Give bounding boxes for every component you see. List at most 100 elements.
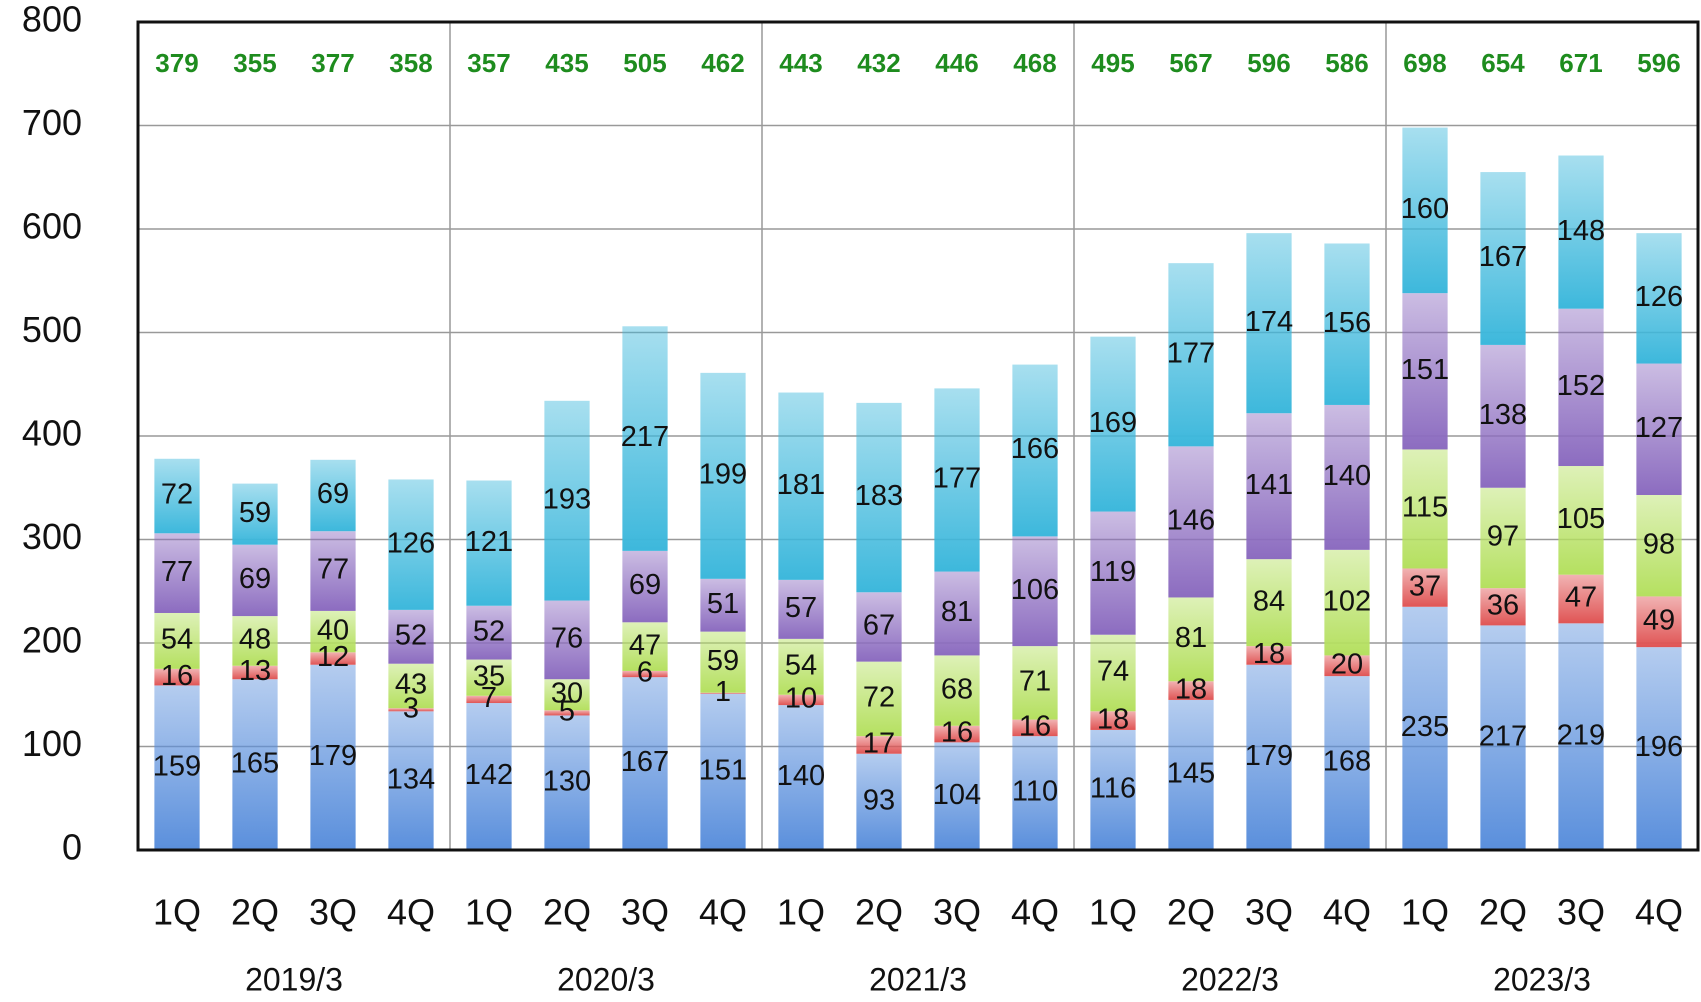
bar-segment — [1636, 494, 1682, 597]
x-tick-label: 3Q — [621, 892, 669, 933]
bar-segment — [232, 679, 278, 850]
data-label: 6 — [637, 657, 653, 689]
bar-segment — [622, 677, 668, 850]
data-label: 121 — [465, 526, 513, 558]
data-label: 52 — [395, 619, 427, 651]
group-label: 2021/3 — [869, 961, 967, 997]
total-label: 443 — [779, 48, 822, 78]
data-label: 43 — [395, 669, 427, 701]
data-label: 235 — [1401, 711, 1449, 743]
bar-segment — [856, 661, 902, 737]
bar-segment — [700, 692, 746, 694]
total-label: 358 — [389, 48, 432, 78]
data-label: 52 — [473, 615, 505, 647]
data-label: 30 — [551, 677, 583, 709]
bar-segment — [1168, 597, 1214, 682]
data-label: 40 — [317, 614, 349, 646]
data-label: 97 — [1487, 521, 1519, 553]
bar-segment — [1168, 699, 1214, 850]
data-label: 77 — [317, 554, 349, 586]
bar-segment — [622, 670, 668, 678]
data-label: 59 — [239, 497, 271, 529]
x-tick-label: 2Q — [1167, 892, 1215, 933]
bar-segment — [232, 665, 278, 680]
y-tick-label: 500 — [22, 309, 82, 350]
bar-segment — [310, 664, 356, 850]
bar-segment — [1324, 549, 1370, 656]
data-label: 219 — [1557, 719, 1605, 751]
bar-segment — [232, 544, 278, 617]
x-tick-label: 1Q — [465, 892, 513, 933]
group-label: 2020/3 — [557, 961, 655, 997]
bar-segment — [544, 400, 590, 601]
data-label: 51 — [707, 588, 739, 620]
y-tick-label: 700 — [22, 102, 82, 143]
total-label: 379 — [155, 48, 198, 78]
data-label: 7 — [481, 682, 497, 714]
bar-segment — [1090, 511, 1136, 635]
data-label: 68 — [941, 673, 973, 705]
bar-segment — [1090, 711, 1136, 730]
data-label: 18 — [1253, 638, 1285, 670]
group-label: 2023/3 — [1493, 961, 1591, 997]
x-tick-label: 2Q — [1479, 892, 1527, 933]
y-tick-label: 0 — [62, 827, 82, 868]
data-label: 168 — [1323, 746, 1371, 778]
bar-segment — [1246, 233, 1292, 414]
bar-segment — [778, 392, 824, 580]
bar-segment — [388, 708, 434, 712]
x-tick-label: 3Q — [933, 892, 981, 933]
data-label: 104 — [933, 779, 981, 811]
bar-segment — [1558, 308, 1604, 467]
x-tick-label: 1Q — [777, 892, 825, 933]
data-label: 48 — [239, 624, 271, 656]
data-label: 67 — [863, 610, 895, 642]
data-label: 138 — [1479, 399, 1527, 431]
bar-segment — [1558, 466, 1604, 575]
total-label: 654 — [1481, 48, 1525, 78]
data-label: 151 — [699, 755, 747, 787]
bar-segment — [1324, 404, 1370, 550]
data-label: 160 — [1401, 193, 1449, 225]
bar-segment — [1246, 664, 1292, 850]
bar-segment — [1636, 596, 1682, 648]
bar-segment — [778, 579, 824, 639]
data-label: 76 — [551, 623, 583, 655]
data-label: 81 — [1175, 622, 1207, 654]
data-label: 146 — [1167, 505, 1215, 537]
bar-segment — [1090, 336, 1136, 512]
data-label: 152 — [1557, 370, 1605, 402]
bar-segment — [622, 550, 668, 623]
data-label: 110 — [1012, 776, 1058, 808]
data-label: 193 — [543, 483, 591, 515]
data-label: 134 — [387, 763, 435, 795]
total-label: 462 — [701, 48, 744, 78]
bar-segment — [1246, 646, 1292, 665]
bar-segment — [1012, 364, 1058, 537]
x-tick-label: 4Q — [1635, 892, 1683, 933]
data-label: 174 — [1245, 306, 1293, 338]
total-label: 596 — [1247, 48, 1290, 78]
data-label: 126 — [1635, 281, 1683, 313]
data-label: 167 — [1479, 241, 1527, 273]
bar-segment — [388, 609, 434, 664]
data-label: 98 — [1643, 528, 1675, 560]
data-label: 167 — [621, 746, 669, 778]
bar-segment — [1012, 646, 1058, 720]
data-label: 47 — [1565, 582, 1597, 614]
bar-segment — [700, 693, 746, 850]
bar-segment — [466, 605, 512, 660]
data-label: 179 — [309, 740, 357, 772]
x-tick-label: 3Q — [1557, 892, 1605, 933]
data-label: 74 — [1097, 656, 1129, 688]
bar-segment — [934, 725, 980, 743]
x-tick-label: 4Q — [1323, 892, 1371, 933]
data-label: 36 — [1487, 589, 1519, 621]
data-label: 140 — [777, 760, 825, 792]
bar-segment — [388, 711, 434, 850]
data-label: 20 — [1331, 648, 1363, 680]
total-label: 698 — [1403, 48, 1446, 78]
data-label: 156 — [1323, 307, 1371, 339]
data-label: 16 — [161, 660, 193, 692]
